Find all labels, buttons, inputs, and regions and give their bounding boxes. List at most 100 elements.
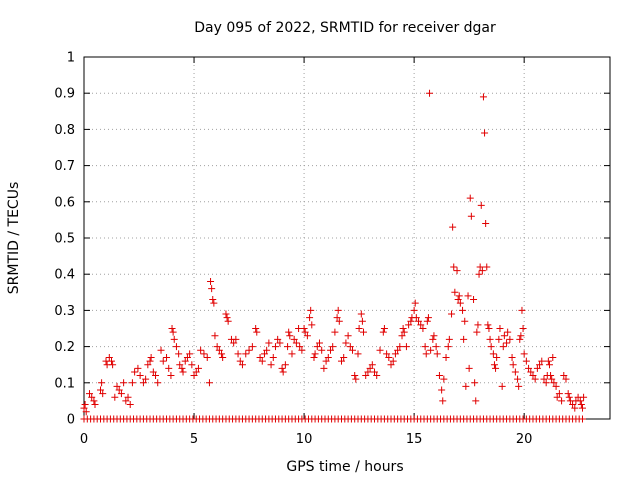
y-tick-label: 0.8 bbox=[54, 123, 75, 138]
data-point bbox=[542, 379, 550, 387]
data-point bbox=[134, 364, 142, 372]
y-tick-label: 0.7 bbox=[54, 159, 75, 174]
x-tick-label: 20 bbox=[516, 432, 533, 447]
data-point bbox=[99, 390, 107, 398]
data-point bbox=[387, 361, 395, 369]
data-point bbox=[550, 379, 558, 387]
data-point bbox=[517, 332, 525, 340]
data-point bbox=[423, 317, 431, 325]
data-point bbox=[400, 328, 408, 336]
data-point bbox=[569, 401, 577, 409]
data-point bbox=[545, 361, 553, 369]
data-point bbox=[265, 339, 273, 347]
data-point bbox=[533, 364, 541, 372]
data-point bbox=[300, 325, 308, 332]
data-point bbox=[548, 375, 556, 383]
axis-ticks: 00.10.20.30.40.50.60.70.80.910 5 10 15 20 bbox=[54, 51, 610, 447]
data-point bbox=[296, 343, 304, 351]
data-point bbox=[159, 357, 167, 365]
data-point bbox=[165, 364, 173, 372]
data-point bbox=[465, 364, 473, 372]
data-point bbox=[394, 346, 402, 354]
data-point bbox=[80, 404, 88, 412]
data-point bbox=[511, 368, 519, 376]
data-point bbox=[448, 310, 456, 318]
data-point bbox=[547, 372, 555, 380]
data-point bbox=[281, 361, 289, 369]
data-point bbox=[509, 361, 517, 369]
data-point bbox=[342, 339, 350, 347]
data-point bbox=[373, 372, 381, 380]
data-point bbox=[553, 393, 561, 401]
data-point bbox=[167, 372, 175, 380]
data-point bbox=[364, 368, 372, 376]
data-point bbox=[564, 390, 572, 398]
data-point bbox=[256, 353, 264, 361]
data-point bbox=[558, 397, 566, 405]
data-point bbox=[450, 263, 458, 271]
data-point bbox=[487, 343, 495, 351]
data-point bbox=[379, 328, 387, 336]
data-point bbox=[354, 350, 362, 358]
data-point bbox=[333, 314, 341, 322]
data-point bbox=[236, 357, 244, 365]
data-point bbox=[398, 332, 406, 340]
data-point bbox=[475, 270, 483, 278]
data-point bbox=[248, 343, 256, 351]
data-point bbox=[460, 335, 468, 343]
data-point bbox=[124, 393, 132, 401]
data-point bbox=[459, 306, 467, 314]
data-point bbox=[157, 346, 165, 354]
data-point bbox=[560, 372, 568, 380]
data-point bbox=[337, 357, 345, 365]
data-point bbox=[445, 335, 453, 343]
data-point bbox=[529, 372, 537, 380]
data-point bbox=[514, 375, 522, 383]
data-point bbox=[496, 325, 504, 332]
data-point bbox=[163, 353, 171, 361]
data-point bbox=[340, 353, 348, 361]
data-point bbox=[471, 379, 479, 387]
data-point bbox=[108, 357, 116, 365]
data-point bbox=[258, 357, 266, 365]
data-point bbox=[522, 357, 530, 365]
data-point bbox=[315, 339, 323, 347]
data-point bbox=[190, 372, 198, 380]
data-point bbox=[200, 350, 208, 358]
data-point bbox=[456, 299, 464, 307]
data-point bbox=[331, 328, 339, 336]
data-point bbox=[197, 346, 205, 354]
data-point bbox=[170, 335, 178, 343]
data-point bbox=[136, 372, 144, 380]
data-point bbox=[310, 353, 318, 361]
data-point bbox=[508, 353, 516, 361]
data-point bbox=[453, 267, 461, 275]
data-point bbox=[538, 357, 546, 365]
data-point bbox=[422, 350, 430, 358]
data-point bbox=[223, 314, 231, 322]
data-point bbox=[536, 361, 544, 369]
y-tick-label: 0.4 bbox=[54, 268, 75, 283]
y-tick-label: 0.3 bbox=[54, 304, 75, 319]
data-point bbox=[242, 350, 250, 358]
data-point bbox=[503, 339, 511, 347]
data-point bbox=[230, 339, 238, 347]
data-point bbox=[402, 343, 410, 351]
data-point bbox=[308, 321, 316, 329]
data-point bbox=[290, 335, 298, 343]
data-point bbox=[438, 386, 446, 394]
data-point bbox=[520, 350, 528, 358]
data-point bbox=[421, 343, 429, 351]
data-point bbox=[481, 129, 489, 137]
data-point bbox=[426, 89, 434, 97]
data-point bbox=[383, 350, 391, 358]
data-point bbox=[405, 321, 413, 329]
data-point bbox=[380, 325, 388, 332]
y-tick-label: 0.2 bbox=[54, 340, 75, 355]
data-point bbox=[410, 306, 418, 314]
data-point bbox=[578, 404, 586, 412]
data-point bbox=[357, 310, 365, 318]
data-point bbox=[278, 364, 286, 372]
data-point bbox=[518, 306, 526, 314]
data-point bbox=[412, 314, 420, 322]
